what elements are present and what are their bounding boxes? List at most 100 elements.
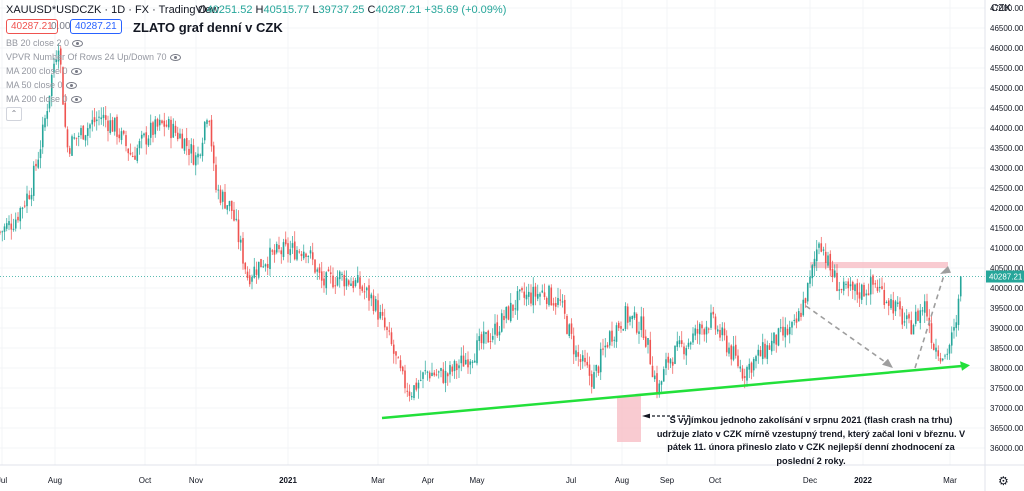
y-tick-label: 40000.00 xyxy=(990,284,1024,293)
candle-body xyxy=(680,340,683,344)
candle-body xyxy=(462,355,465,367)
eye-icon[interactable] xyxy=(65,82,77,90)
x-tick-label: Apr xyxy=(422,476,435,485)
symbol-title[interactable]: XAUUSD*USDCZK · 1D · FX · TradingView xyxy=(6,4,220,16)
low-value: 39737.25 xyxy=(318,4,365,16)
candle-body xyxy=(604,345,607,348)
candle-body xyxy=(863,285,865,297)
candle-body xyxy=(845,283,847,285)
candle-body xyxy=(269,247,271,269)
candle-body xyxy=(365,287,368,291)
candle-body xyxy=(766,345,769,359)
gear-icon[interactable]: ⚙ xyxy=(998,474,1009,488)
candle-body xyxy=(491,335,494,340)
candle-body xyxy=(737,355,739,367)
candle-body xyxy=(208,121,211,123)
flash-crash-zone xyxy=(617,396,641,442)
candle-body xyxy=(217,189,220,191)
collapse-indicators-button[interactable]: ⌃ xyxy=(6,107,22,121)
currency-selector[interactable]: CZK xyxy=(991,3,1011,14)
indicator-ma200-2[interactable]: MA 200 close 0 xyxy=(6,94,82,104)
candle-body xyxy=(271,250,274,252)
indicator-ma200[interactable]: MA 200 close 0 xyxy=(6,66,82,76)
candle-body xyxy=(590,374,593,387)
candle-body xyxy=(689,342,692,345)
candle-body xyxy=(143,133,145,136)
candle-body xyxy=(300,253,303,257)
candle-body xyxy=(770,340,773,352)
eye-icon[interactable] xyxy=(72,40,84,48)
candle-body xyxy=(14,219,17,229)
candle-body xyxy=(307,255,310,257)
pointer-arrowhead xyxy=(642,413,650,419)
candle-body xyxy=(662,369,665,382)
candle-body xyxy=(334,285,337,287)
candle-body xyxy=(568,324,571,336)
eye-icon[interactable] xyxy=(70,68,82,76)
candle-body xyxy=(446,373,449,377)
candle-body xyxy=(723,328,726,336)
candle-body xyxy=(509,302,512,322)
candle-body xyxy=(347,280,350,285)
candle-body xyxy=(309,250,312,254)
candle-body xyxy=(656,373,658,394)
candle-body xyxy=(633,312,636,318)
candle-body xyxy=(752,358,755,371)
candle-body xyxy=(791,322,793,328)
candle-body xyxy=(417,382,420,389)
price-axis[interactable]: 36000.00 36500.00 37000.00 37500.00 38000.00… xyxy=(984,0,1024,491)
chart-grid xyxy=(0,0,985,465)
eye-icon[interactable] xyxy=(70,96,82,104)
candle-body xyxy=(595,364,598,371)
candle-body xyxy=(885,302,888,304)
candle-body xyxy=(140,134,143,139)
candle-body xyxy=(289,249,292,256)
candle-body xyxy=(316,269,319,272)
candle-body xyxy=(167,119,170,128)
candle-body xyxy=(896,302,899,304)
eye-icon[interactable] xyxy=(169,54,181,62)
buy-button[interactable]: 40287.21 xyxy=(70,19,122,34)
candle-body xyxy=(903,321,906,323)
candle-body xyxy=(19,208,22,222)
time-axis[interactable]: Jul Aug Oct Nov 2021 Mar Apr May Jul Aug Sep Oct Dec… xyxy=(0,464,1024,485)
candle-body xyxy=(64,102,67,127)
candle-body xyxy=(422,372,424,379)
indicator-ma50[interactable]: MA 50 close 0 xyxy=(6,80,77,90)
candle-body xyxy=(377,300,379,320)
candle-body xyxy=(104,115,107,120)
candle-body xyxy=(48,95,51,109)
candle-body xyxy=(615,325,618,342)
candle-body xyxy=(566,315,568,334)
candle-body xyxy=(687,342,690,347)
candle-body xyxy=(185,137,188,147)
candle-body xyxy=(959,276,962,297)
candle-body xyxy=(806,282,809,302)
candle-body xyxy=(359,277,361,289)
candle-body xyxy=(890,298,892,309)
indicator-vpvr[interactable]: VPVR Number Of Rows 24 Up/Down 70 xyxy=(6,52,181,62)
candle-body xyxy=(867,293,870,296)
candle-body xyxy=(696,328,699,334)
candle-body xyxy=(597,366,600,374)
candle-body xyxy=(77,135,80,137)
candle-body xyxy=(734,344,737,356)
candle-body xyxy=(957,298,960,325)
sell-button[interactable]: 40287.21 xyxy=(6,19,58,34)
y-tick-label: 42000.00 xyxy=(990,204,1024,213)
candle-body xyxy=(260,259,262,268)
candle-body xyxy=(874,283,877,285)
candle-body xyxy=(536,293,539,299)
indicator-bb[interactable]: BB 20 close 2 0 xyxy=(6,38,84,48)
candle-body xyxy=(323,278,325,286)
candle-body xyxy=(788,327,791,335)
resistance-zone xyxy=(810,262,948,268)
candle-body xyxy=(388,330,391,332)
candle-body xyxy=(532,286,535,306)
candle-body xyxy=(293,241,296,260)
candle-body xyxy=(98,116,100,118)
y-tick-label: 45500.00 xyxy=(990,64,1024,73)
candle-body xyxy=(336,277,339,286)
y-tick-label: 38000.00 xyxy=(990,364,1024,373)
